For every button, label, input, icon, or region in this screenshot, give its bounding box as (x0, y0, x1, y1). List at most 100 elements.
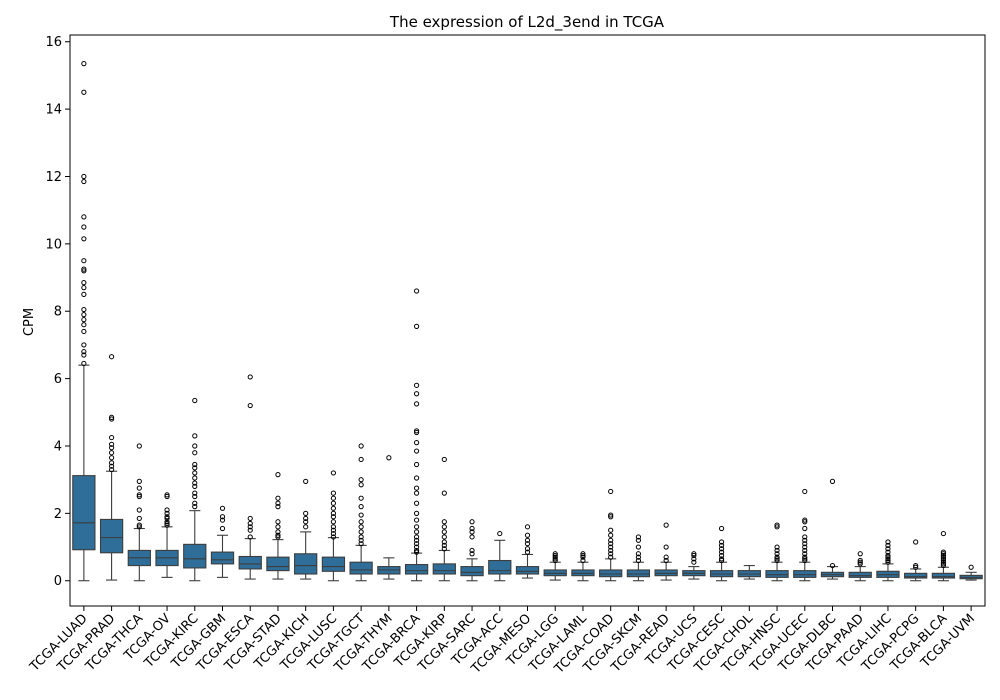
outlier-point (718, 542, 725, 548)
box-iqr (210, 551, 235, 565)
box-iqr (848, 571, 872, 578)
box-group (210, 505, 235, 578)
outlier-point (275, 519, 281, 525)
outlier-point (358, 519, 364, 525)
outlier-point (608, 554, 614, 560)
outlier-point (802, 547, 808, 554)
outlier-point (413, 401, 420, 407)
outlier-point (552, 556, 558, 562)
outlier-point (247, 515, 253, 522)
box-iqr (321, 556, 346, 572)
box-group (626, 534, 651, 582)
outlier-point (413, 428, 420, 434)
outlier-point (81, 342, 87, 348)
box-iqr (626, 569, 651, 578)
box-group (238, 374, 262, 580)
outlier-point (413, 541, 420, 547)
outlier-point (358, 443, 364, 449)
outlier-point (857, 557, 863, 564)
outlier-point (192, 483, 198, 490)
outlier-point (802, 517, 808, 523)
outlier-point (108, 416, 115, 422)
outlier-point (663, 554, 669, 560)
outlier-point (718, 557, 725, 564)
outlier-point (802, 554, 808, 560)
outlier-point (108, 455, 115, 461)
box-iqr (904, 572, 928, 579)
outlier-point (108, 450, 115, 456)
outlier-point (635, 544, 642, 550)
outlier-point (413, 485, 420, 491)
box-group (959, 564, 983, 581)
outlier-point (829, 478, 836, 484)
outlier-point (413, 490, 420, 496)
box-iqr (432, 563, 456, 575)
outlier-point (802, 534, 808, 540)
outlier-point (885, 552, 891, 559)
outlier-point (303, 510, 309, 516)
outlier-point (718, 539, 725, 545)
outlier-point (136, 478, 142, 484)
outlier-point (413, 323, 420, 329)
outlier-point (275, 529, 281, 535)
outlier-point (330, 524, 337, 530)
outlier-point (81, 236, 87, 242)
outlier-point (330, 519, 337, 525)
outlier-point (413, 547, 420, 554)
outlier-point (164, 507, 170, 513)
x-axis: TCGA-LUADTCGA-PRADTCGA-THCATCGA-OVTCGA-K… (27, 606, 978, 677)
box-group (321, 470, 346, 582)
outlier-point (81, 178, 87, 185)
outlier-point (885, 549, 891, 555)
outlier-point (192, 480, 198, 486)
box-iqr (238, 555, 262, 570)
outlier-point (358, 477, 364, 483)
outlier-point (691, 559, 697, 565)
outlier-point (885, 546, 891, 552)
outlier-point (441, 534, 447, 540)
outlier-point (386, 455, 392, 461)
outlier-point (192, 493, 198, 500)
outlier-point (192, 490, 198, 496)
outlier-point (635, 537, 642, 543)
outlier-point (940, 557, 947, 564)
outlier-point (413, 517, 420, 523)
outlier-point (524, 541, 531, 547)
outlier-point (81, 312, 87, 318)
outlier-point (81, 266, 87, 272)
outlier-point (358, 495, 364, 501)
outlier-point (164, 493, 170, 500)
box-group (72, 61, 96, 582)
outlier-point (413, 461, 420, 468)
outlier-point (413, 500, 420, 506)
outlier-point (358, 512, 364, 518)
outlier-point (608, 541, 614, 547)
outlier-point (81, 280, 87, 286)
outlier-point (81, 214, 87, 220)
outlier-point (635, 554, 642, 560)
box-iqr (72, 475, 96, 551)
y-tick-label: 12 (45, 170, 62, 185)
outlier-point (469, 534, 475, 540)
outlier-point (108, 434, 115, 441)
outlier-point (330, 514, 337, 520)
outlier-point (136, 524, 142, 530)
outlier-point (774, 556, 780, 562)
outlier-point (718, 549, 725, 555)
box-group (904, 539, 928, 582)
outlier-point (108, 466, 115, 473)
outlier-point (358, 529, 364, 535)
outlier-point (441, 524, 447, 530)
outlier-point (524, 524, 531, 530)
outlier-point (219, 514, 226, 520)
outlier-point (441, 490, 447, 496)
box-group (404, 288, 429, 582)
outlier-point (663, 522, 669, 528)
y-tick-label: 14 (45, 103, 62, 118)
box-group (793, 488, 817, 582)
outlier-point (81, 89, 87, 95)
outlier-point (247, 527, 253, 533)
outlier-point (718, 552, 725, 559)
outlier-point (940, 561, 947, 567)
